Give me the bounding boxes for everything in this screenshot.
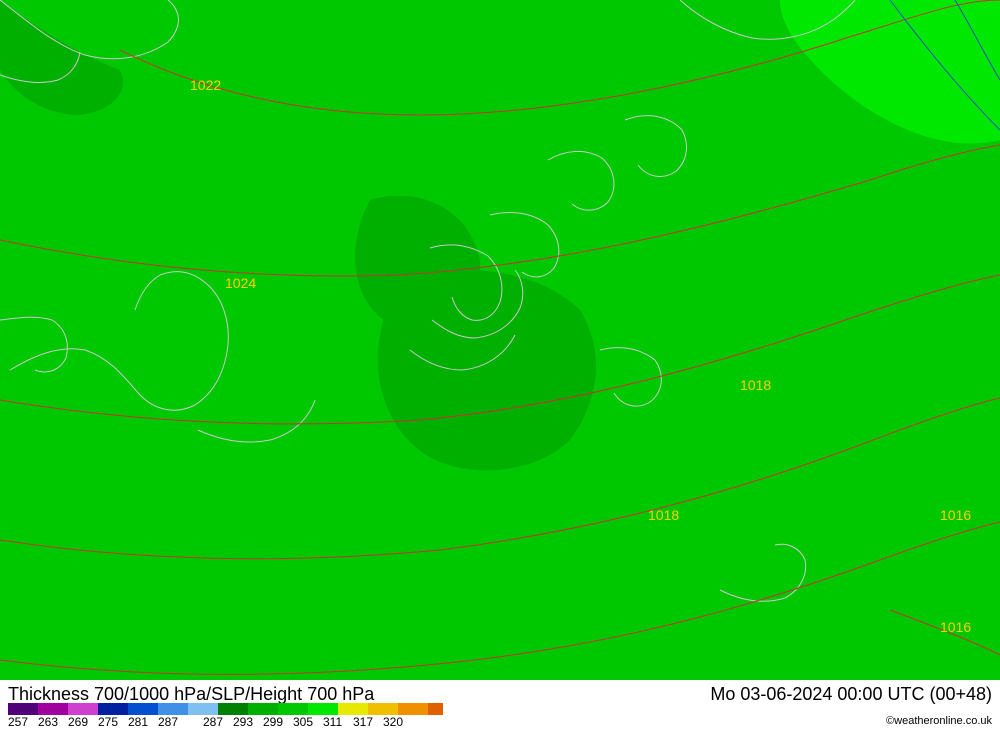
isobar-label: 1024 bbox=[225, 275, 256, 291]
isobar-label: 1016 bbox=[940, 619, 971, 635]
colorbar-tick-label: 281 bbox=[128, 715, 148, 729]
chart-title: Thickness 700/1000 hPa/SLP/Height 700 hP… bbox=[8, 684, 374, 705]
colorbar-swatch bbox=[428, 703, 443, 715]
isobar-label: 1018 bbox=[648, 507, 679, 523]
weather-map: 1022 1024 1018 1018 1016 1016 bbox=[0, 0, 1000, 680]
colorbar-swatch bbox=[158, 703, 188, 715]
colorbar-tick-label: 269 bbox=[68, 715, 88, 729]
colorbar-tick-label: 305 bbox=[293, 715, 313, 729]
colorbar-tick-label: 287 bbox=[203, 715, 223, 729]
colorbar-tick-label: 293 bbox=[233, 715, 253, 729]
isobar-label: 1018 bbox=[740, 377, 771, 393]
colorbar-swatch bbox=[248, 703, 278, 715]
colorbar-swatch bbox=[308, 703, 338, 715]
colorbar-tick-label: 263 bbox=[38, 715, 58, 729]
colorbar-labels: 257 263 269 275 281 287 287 293 299 305 311 317 320 bbox=[8, 715, 443, 729]
colorbar-swatch bbox=[368, 703, 398, 715]
map-canvas: 1022 1024 1018 1018 1016 1016 bbox=[0, 0, 1000, 680]
colorbar-swatch bbox=[398, 703, 428, 715]
copyright-text: ©weatheronline.co.uk bbox=[886, 715, 992, 727]
colorbar: 257 263 269 275 281 287 287 293 299 305 311 317 320 bbox=[8, 703, 443, 729]
colorbar-swatch bbox=[38, 703, 68, 715]
chart-date: Mo 03-06-2024 00:00 UTC (00+48) bbox=[710, 684, 992, 705]
footer-bar: Thickness 700/1000 hPa/SLP/Height 700 hP… bbox=[0, 680, 1000, 733]
colorbar-swatch bbox=[278, 703, 308, 715]
colorbar-swatch bbox=[68, 703, 98, 715]
isobar-label: 1022 bbox=[190, 77, 221, 93]
colorbar-swatch bbox=[128, 703, 158, 715]
colorbar-tick-label: 299 bbox=[263, 715, 283, 729]
colorbar-swatch bbox=[338, 703, 368, 715]
colorbar-tick-label: 287 bbox=[158, 715, 178, 729]
colorbar-swatch bbox=[218, 703, 248, 715]
colorbar-swatch bbox=[188, 703, 218, 715]
colorbar-tick-label: 257 bbox=[8, 715, 28, 729]
colorbar-swatch bbox=[8, 703, 38, 715]
colorbar-tick-label: 311 bbox=[323, 715, 342, 729]
colorbar-swatch bbox=[98, 703, 128, 715]
colorbar-tick-label: 317 bbox=[353, 715, 373, 729]
isobar-label: 1016 bbox=[940, 507, 971, 523]
thickness-fill bbox=[378, 270, 596, 470]
colorbar-tick-label: 275 bbox=[98, 715, 118, 729]
colorbar-tick-label: 320 bbox=[383, 715, 403, 729]
colorbar-swatches bbox=[8, 703, 443, 715]
